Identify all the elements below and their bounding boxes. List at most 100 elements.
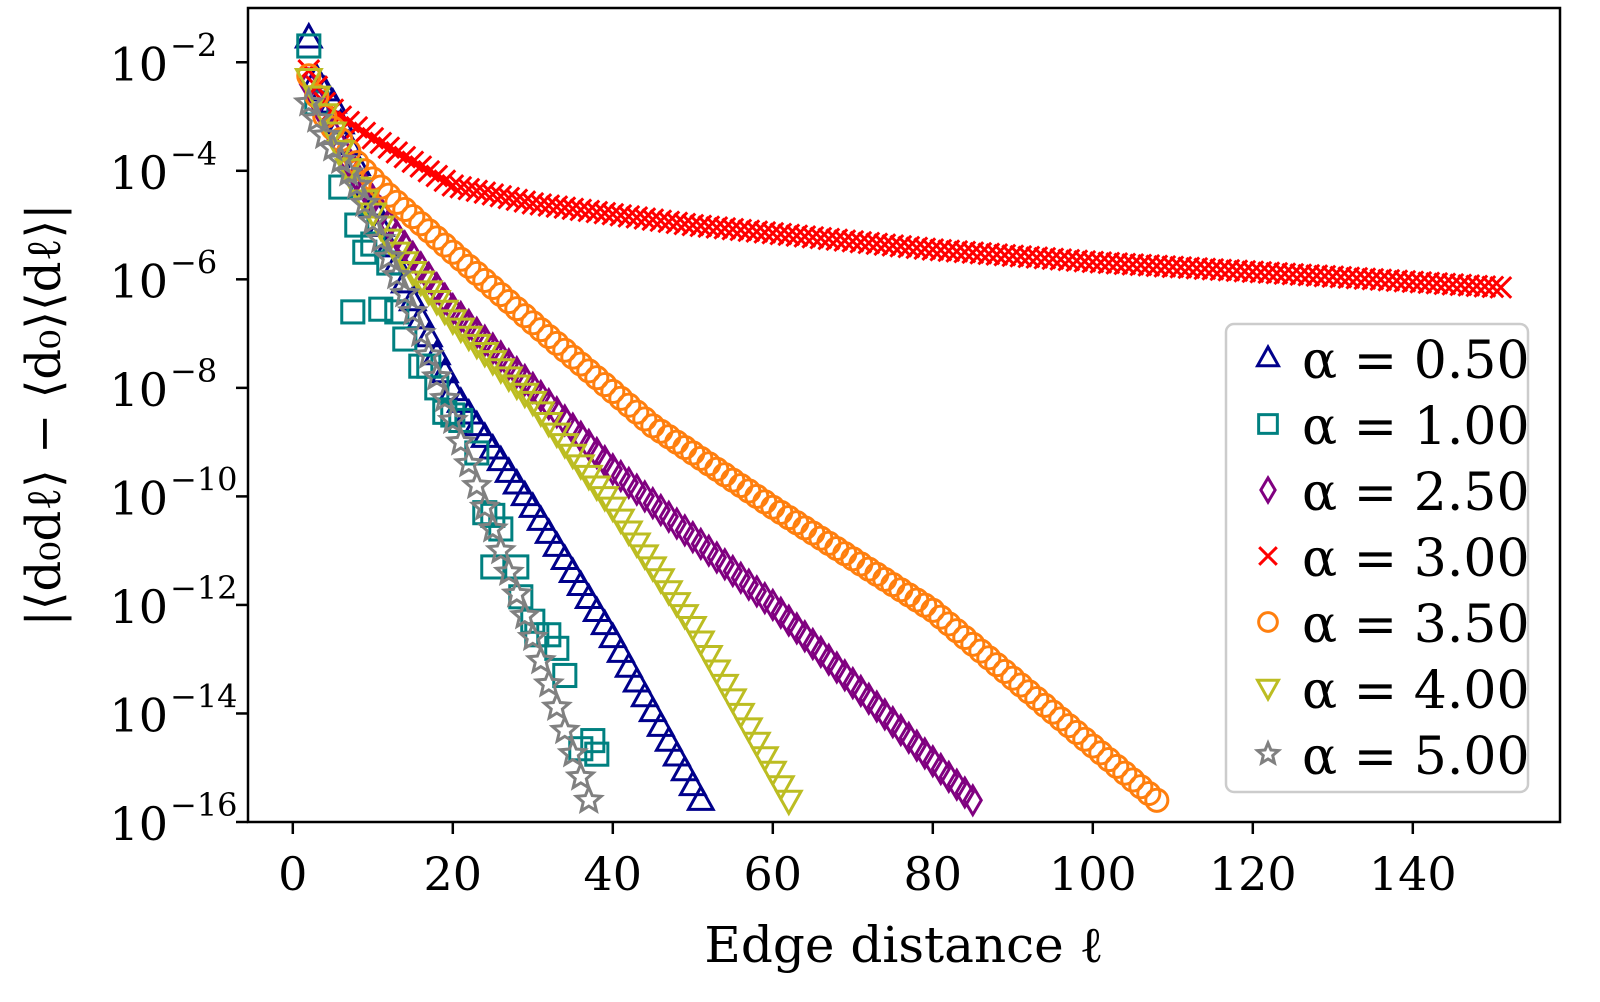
data-point-circle [800, 520, 826, 546]
data-point-circle [592, 372, 618, 398]
y-tick-exponent: −8 [170, 352, 217, 390]
series-5.00 [292, 86, 605, 814]
legend-label: α = 4.00 [1302, 661, 1530, 721]
data-point-triangle-down [741, 731, 772, 759]
y-tick-exponent: −10 [170, 460, 238, 498]
data-point-circle [568, 351, 594, 377]
data-point-triangle-down [461, 333, 492, 361]
data-point-circle [488, 281, 514, 308]
data-point-triangle-up [645, 710, 676, 737]
data-point-circle [824, 535, 850, 562]
y-tick-label: 10 [109, 580, 168, 634]
data-point-circle [840, 546, 866, 572]
data-point-star [516, 620, 549, 652]
data-point-square [296, 33, 322, 59]
data-point-triangle-down [701, 659, 732, 687]
data-point-circle [1096, 747, 1122, 773]
data-point-circle [536, 323, 562, 350]
data-point-circle [984, 652, 1010, 678]
x-tick-label: 20 [424, 847, 483, 901]
data-point-star [292, 86, 325, 117]
legend-entry: α = 0.50 [1254, 331, 1530, 391]
y-tick-label: 10 [109, 471, 168, 525]
data-point-star [524, 643, 557, 675]
data-point-circle [1120, 767, 1146, 793]
y-tick-label: 10 [109, 797, 168, 851]
data-point-circle [920, 597, 946, 623]
data-point-circle [1112, 760, 1138, 786]
legend-label: α = 5.00 [1302, 727, 1530, 787]
data-point-star [332, 156, 365, 187]
data-point-triangle-down [445, 317, 476, 345]
y-tick-exponent: −2 [170, 26, 217, 64]
y-tick-label: 10 [109, 688, 168, 742]
data-point-circle [888, 577, 914, 603]
data-point-triangle-down [749, 746, 780, 773]
data-point-star [428, 381, 461, 413]
data-point-triangle-down [437, 309, 468, 337]
data-point-star [404, 316, 437, 348]
data-point-circle [904, 587, 930, 613]
data-point-circle [992, 658, 1018, 684]
data-point-triangle-up [629, 680, 660, 708]
data-point-circle [944, 618, 970, 644]
data-point-star [388, 276, 421, 308]
data-point-star [308, 118, 341, 150]
data-point-triangle-up [613, 651, 644, 678]
data-point-circle [376, 182, 402, 208]
data-point-star [452, 446, 485, 478]
y-axis-title: |⟨d₀dℓ⟩ − ⟨d₀⟩⟨dℓ⟩| [16, 204, 72, 627]
legend-entry: α = 3.50 [1257, 595, 1530, 655]
data-point-circle [880, 572, 906, 598]
legend-label: α = 3.00 [1302, 529, 1530, 589]
data-point-triangle-up [525, 504, 556, 531]
data-point-circle [936, 611, 962, 637]
data-point-circle [1016, 679, 1042, 705]
data-point-circle [552, 337, 578, 363]
y-tick-exponent: −6 [170, 243, 217, 281]
series-3.00 [297, 58, 1513, 299]
data-point-triangle-down [373, 228, 404, 256]
data-point-circle [520, 310, 546, 336]
data-point-circle [528, 317, 554, 343]
axes-frame [246, 6, 1562, 824]
data-point-circle [1144, 787, 1170, 813]
x-tick-label: 40 [584, 847, 643, 901]
data-point-star [364, 222, 397, 254]
data-point-circle [1128, 774, 1154, 800]
data-point-triangle-up [509, 479, 540, 507]
data-point-triangle-up [397, 284, 428, 312]
data-point-star [476, 512, 509, 543]
data-point-triangle-down [677, 616, 708, 643]
data-point-triangle-down [493, 366, 524, 394]
data-point-circle [976, 645, 1002, 671]
data-point-circle [440, 239, 466, 265]
data-point-triangle-down [317, 121, 348, 149]
data-point-triangle-up [469, 421, 500, 448]
data-point-triangle-down [501, 374, 532, 402]
data-point-triangle-up [533, 517, 564, 544]
y-tick-label: 10 [109, 37, 168, 91]
series-2.50 [298, 66, 983, 818]
data-point-triangle-up [589, 608, 620, 636]
data-point-star [532, 667, 565, 698]
data-point-triangle-up [653, 725, 684, 752]
data-point-circle [480, 274, 506, 301]
data-point-triangle-up [517, 491, 548, 518]
data-point-triangle-up [501, 467, 532, 495]
data-point-star [492, 555, 525, 587]
data-point-triangle-up [677, 769, 708, 797]
data-point-diamond [434, 281, 455, 316]
data-point-circle [856, 556, 882, 582]
data-point-star [316, 131, 349, 162]
data-point-circle [1136, 780, 1162, 807]
data-point-triangle-up [605, 636, 636, 663]
data-point-circle [408, 211, 434, 237]
data-point-circle [864, 561, 890, 587]
series-layer [292, 21, 1513, 818]
data-point-triangle-down [453, 325, 484, 353]
data-point-triangle-up [581, 595, 612, 623]
legend-frame [1224, 322, 1530, 794]
data-point-circle [424, 225, 450, 251]
